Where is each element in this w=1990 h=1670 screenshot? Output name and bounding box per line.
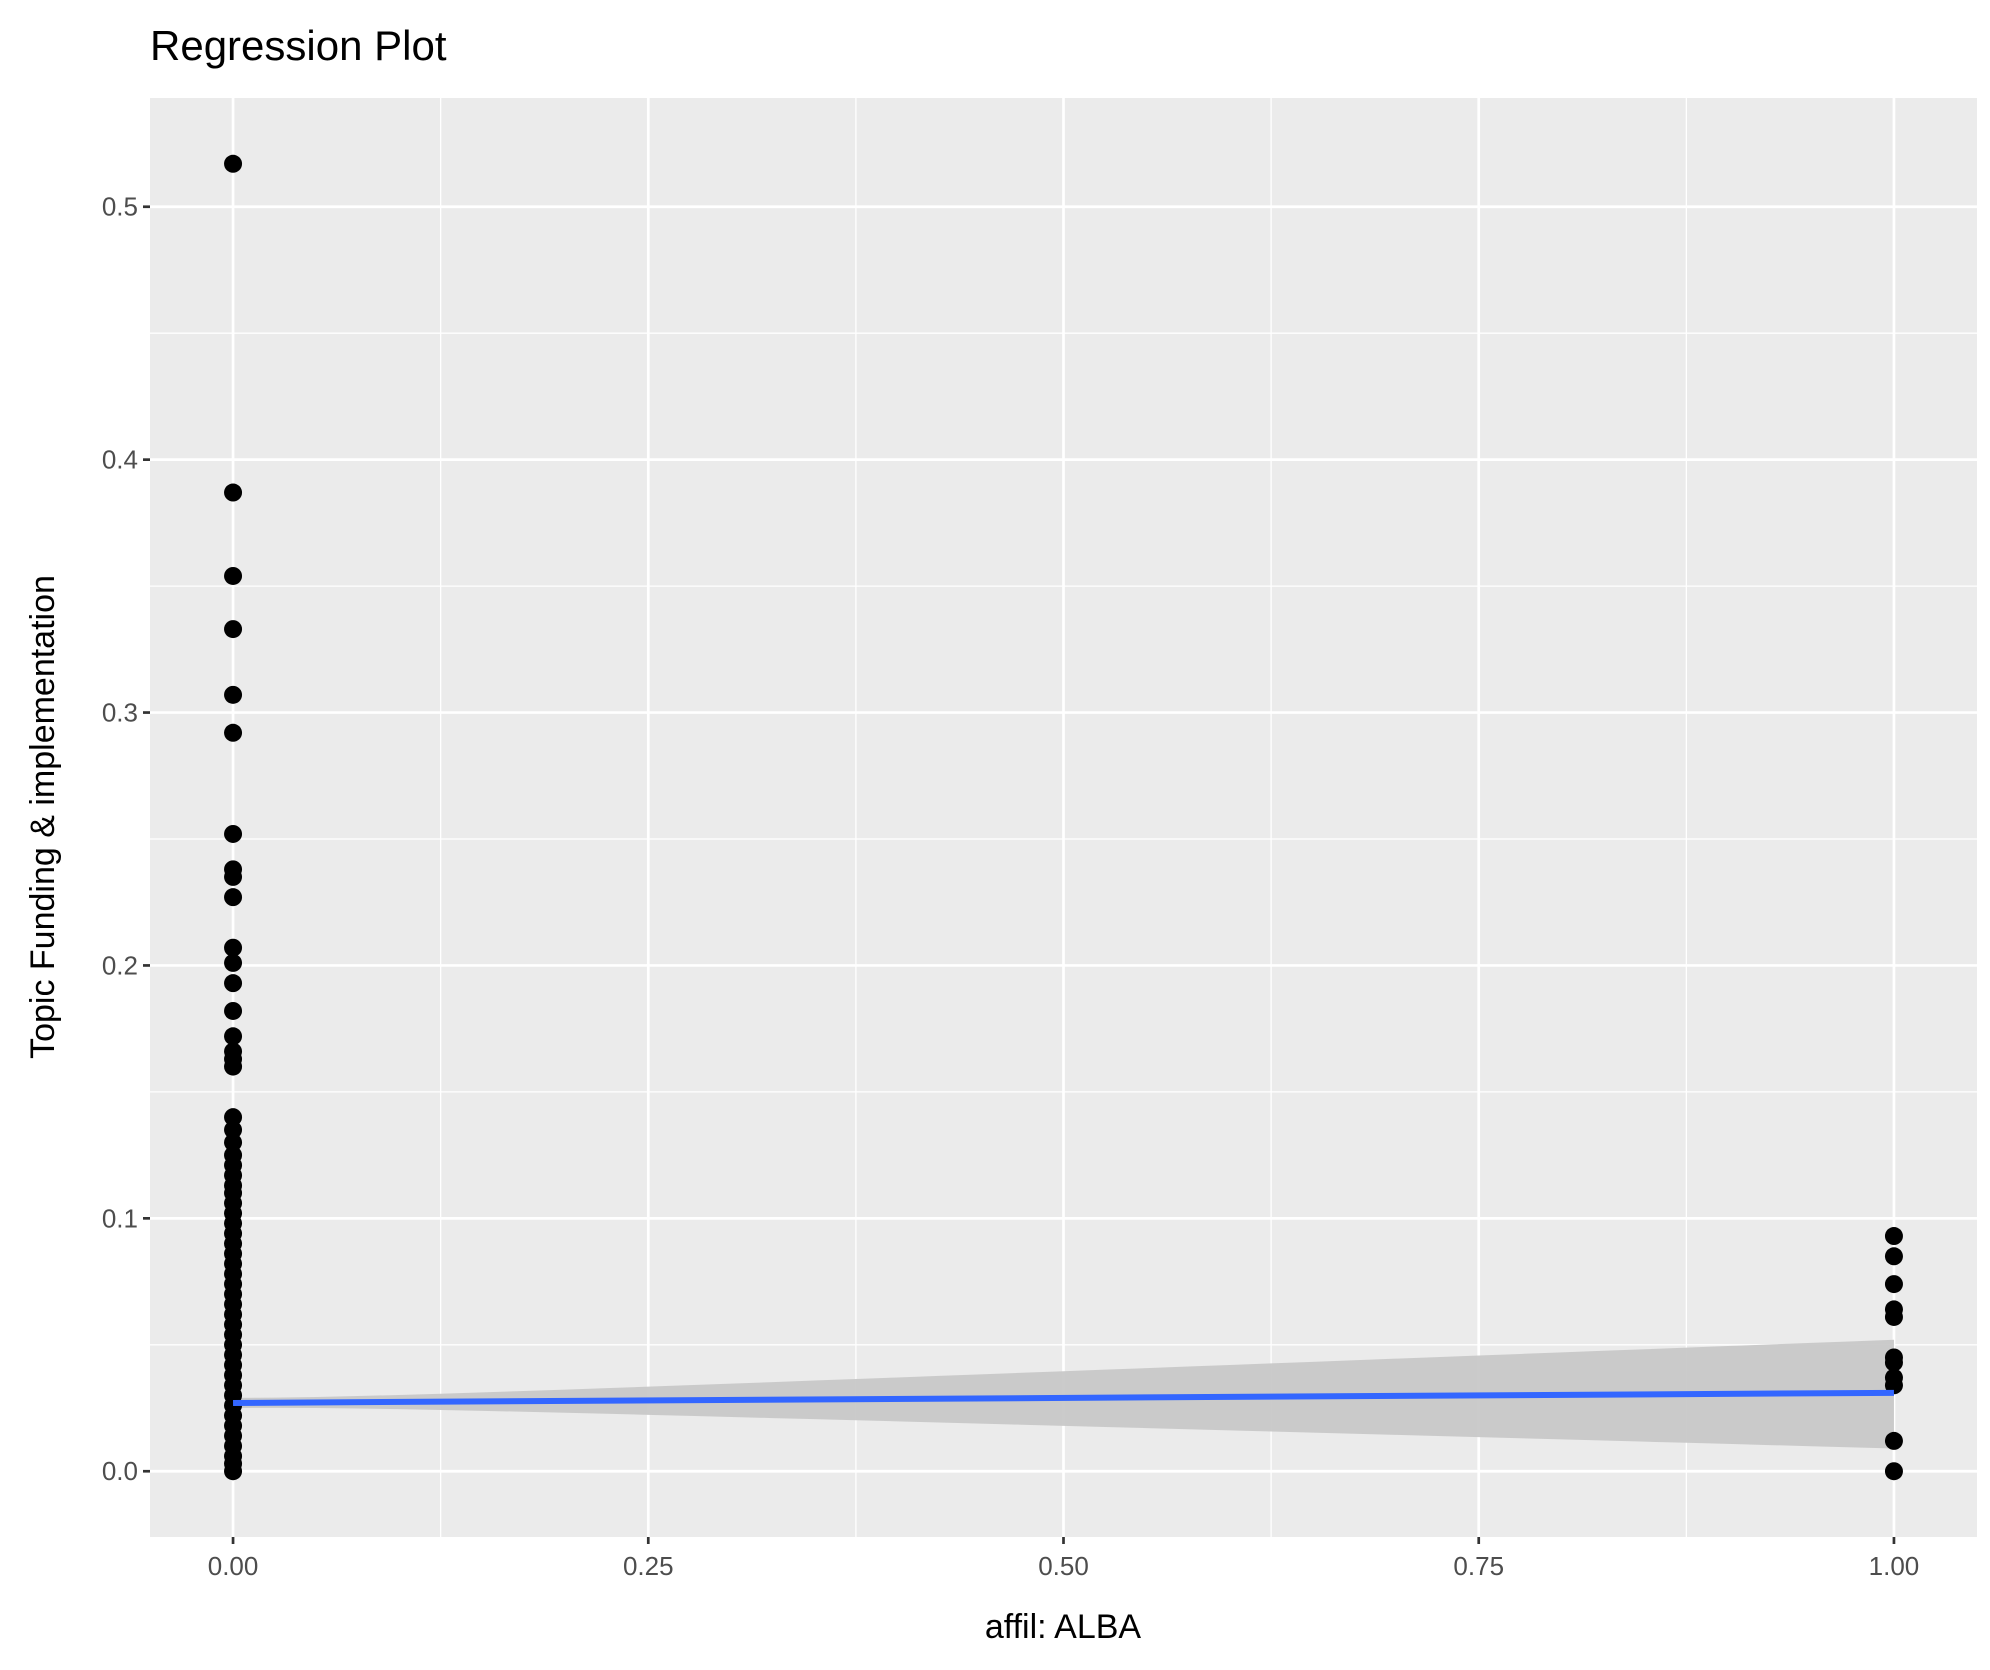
data-point: [1884, 1247, 1903, 1266]
data-point: [224, 867, 243, 886]
x-tick-label: 0.25: [623, 1551, 674, 1581]
regression-line: [233, 1389, 1894, 1406]
data-point: [224, 723, 243, 742]
data-point: [1884, 1431, 1903, 1450]
chart-title: Regression Plot: [150, 22, 447, 69]
data-point: [224, 1120, 243, 1139]
data-points: [224, 154, 1903, 1481]
data-point: [224, 154, 243, 173]
x-tick-label: 0.75: [1453, 1551, 1504, 1581]
y-axis-ticks: 0.0 0.1 0.2 0.3 0.4 0.5: [102, 192, 150, 1486]
x-tick-label: 1.00: [1869, 1551, 1920, 1581]
y-tick-label: 0.3: [102, 698, 138, 728]
data-point: [224, 888, 243, 907]
data-point: [1884, 1376, 1903, 1395]
data-point: [224, 483, 243, 502]
grid-lines: [150, 98, 1977, 1537]
data-point: [1884, 1353, 1903, 1372]
data-point: [1884, 1462, 1903, 1481]
data-point: [224, 1133, 243, 1152]
confidence-band: [233, 1339, 1894, 1449]
data-point: [1884, 1275, 1903, 1294]
x-axis-ticks: 0.00 0.25 0.50 0.75 1.00: [208, 1537, 1920, 1581]
x-tick-label: 0.00: [208, 1551, 259, 1581]
data-point: [224, 566, 243, 585]
x-axis-label: affil: ALBA: [985, 1608, 1142, 1646]
data-point: [224, 953, 243, 972]
y-tick-label: 0.0: [102, 1456, 138, 1486]
data-point: [224, 620, 243, 639]
data-point: [1884, 1307, 1903, 1326]
data-point: [224, 974, 243, 993]
y-tick-label: 0.2: [102, 950, 138, 980]
y-tick-label: 0.4: [102, 445, 138, 475]
x-tick-label: 0.50: [1038, 1551, 1089, 1581]
data-point: [224, 685, 243, 704]
data-point: [224, 938, 243, 957]
data-point: [224, 1001, 243, 1020]
data-point: [1884, 1227, 1903, 1246]
y-tick-label: 0.5: [102, 192, 138, 222]
data-point: [224, 1108, 243, 1127]
data-point: [224, 1057, 243, 1076]
y-tick-label: 0.1: [102, 1203, 138, 1233]
data-point: [224, 824, 243, 843]
data-point: [224, 1027, 243, 1046]
y-axis-label: Topic Funding & implementation: [24, 575, 62, 1059]
data-point: [224, 1462, 243, 1481]
